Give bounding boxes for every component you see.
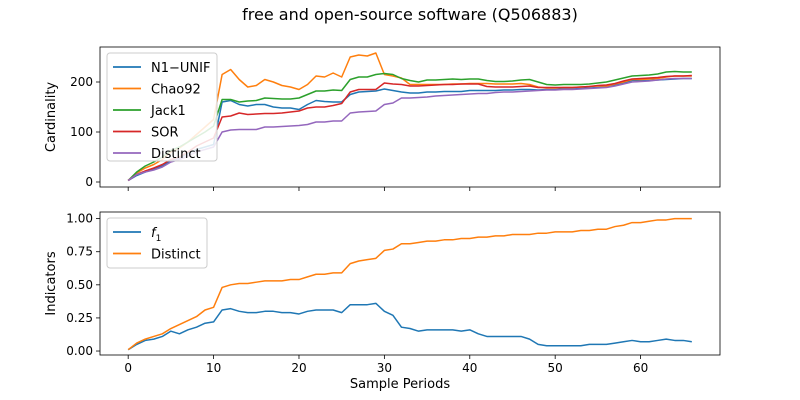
y-tick-label: 0.25 — [66, 311, 93, 325]
legend-label: Jack1 — [150, 104, 186, 119]
legend-subscript: 1 — [156, 234, 162, 244]
series-line-f1 — [127, 302, 692, 351]
legend-label: N1−UNIF — [151, 61, 210, 76]
series-line-jack1 — [127, 70, 692, 182]
legend-label: SOR — [151, 126, 179, 141]
x-axis-label: Sample Periods — [350, 377, 450, 392]
y-tick-label: 200 — [70, 75, 93, 89]
indicators-panel: 0 10 20 30 40 50 60 0.00 0.25 0.50 0.75 1.00 Indicat… — [44, 211, 721, 392]
cardinality-panel: 0 100 200 Cardinality N1−UNIF Chao92 Jack1 SOR D… — [44, 46, 721, 191]
series-line-distinct — [127, 217, 692, 351]
axes-frame — [99, 211, 721, 356]
x-tick-label: 0 — [124, 361, 132, 375]
x-tick-label: 60 — [633, 361, 648, 375]
y-tick-label: 100 — [70, 125, 93, 139]
legend-box — [106, 52, 218, 162]
legend-box — [106, 217, 208, 269]
figure-title: free and open-source software (Q506883) — [242, 5, 578, 24]
y-tick-label: 0.50 — [66, 278, 93, 292]
x-tick-label: 40 — [462, 361, 477, 375]
x-tick-label: 50 — [548, 361, 563, 375]
axes-frame — [99, 46, 721, 188]
series-line-sor — [127, 74, 692, 182]
y-tick-label: 1.00 — [66, 212, 93, 226]
legend-label: Chao92 — [151, 83, 201, 98]
y-axis-label: Indicators — [44, 251, 59, 315]
x-tick-label: 10 — [206, 361, 221, 375]
x-tick-label: 20 — [291, 361, 306, 375]
y-axis-label: Cardinality — [44, 82, 59, 153]
legend-label: Distinct — [151, 248, 201, 263]
series-line-distinct — [127, 77, 692, 182]
y-tick-label: 0.00 — [66, 344, 93, 358]
y-tick-label: 0.75 — [66, 245, 93, 259]
y-tick-label: 0 — [85, 175, 93, 189]
x-tick-label: 30 — [377, 361, 392, 375]
legend-label: f1 — [151, 226, 161, 244]
legend-label: Distinct — [151, 147, 201, 162]
